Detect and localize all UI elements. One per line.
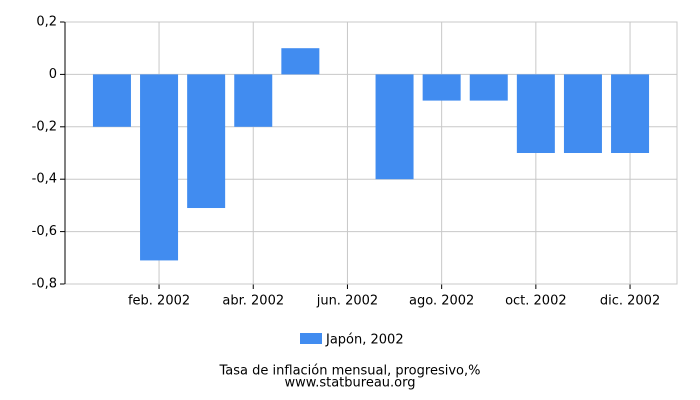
y-tick-label: -0,4 — [32, 172, 57, 187]
x-tick-label: abr. 2002 — [222, 294, 284, 309]
y-tick-label: 0,2 — [36, 15, 57, 30]
bar — [92, 74, 131, 127]
chart-subtitle: www.statbureau.org — [285, 376, 416, 391]
bar — [563, 74, 602, 153]
chart-title: Tasa de inflación mensual, progresivo,% — [219, 364, 481, 379]
x-tick-label: oct. 2002 — [505, 294, 567, 309]
bar — [234, 74, 273, 127]
legend-label: Japón, 2002 — [325, 333, 404, 348]
bar — [140, 74, 179, 261]
y-tick-label: -0,2 — [32, 119, 57, 134]
x-tick-label: ago. 2002 — [409, 294, 474, 309]
x-tick-label: jun. 2002 — [316, 294, 378, 309]
y-tick-label: 0 — [49, 67, 57, 82]
bar — [469, 74, 508, 101]
x-tick-label: feb. 2002 — [128, 294, 190, 309]
y-tick-label: -0,6 — [32, 224, 57, 239]
bar — [375, 74, 414, 180]
y-tick-label: -0,8 — [32, 277, 57, 292]
legend-swatch — [300, 333, 322, 344]
bar — [422, 74, 461, 101]
x-tick-label: dic. 2002 — [600, 294, 660, 309]
bar — [281, 48, 320, 75]
bar — [611, 74, 650, 153]
bar — [516, 74, 555, 153]
bar — [187, 74, 226, 209]
